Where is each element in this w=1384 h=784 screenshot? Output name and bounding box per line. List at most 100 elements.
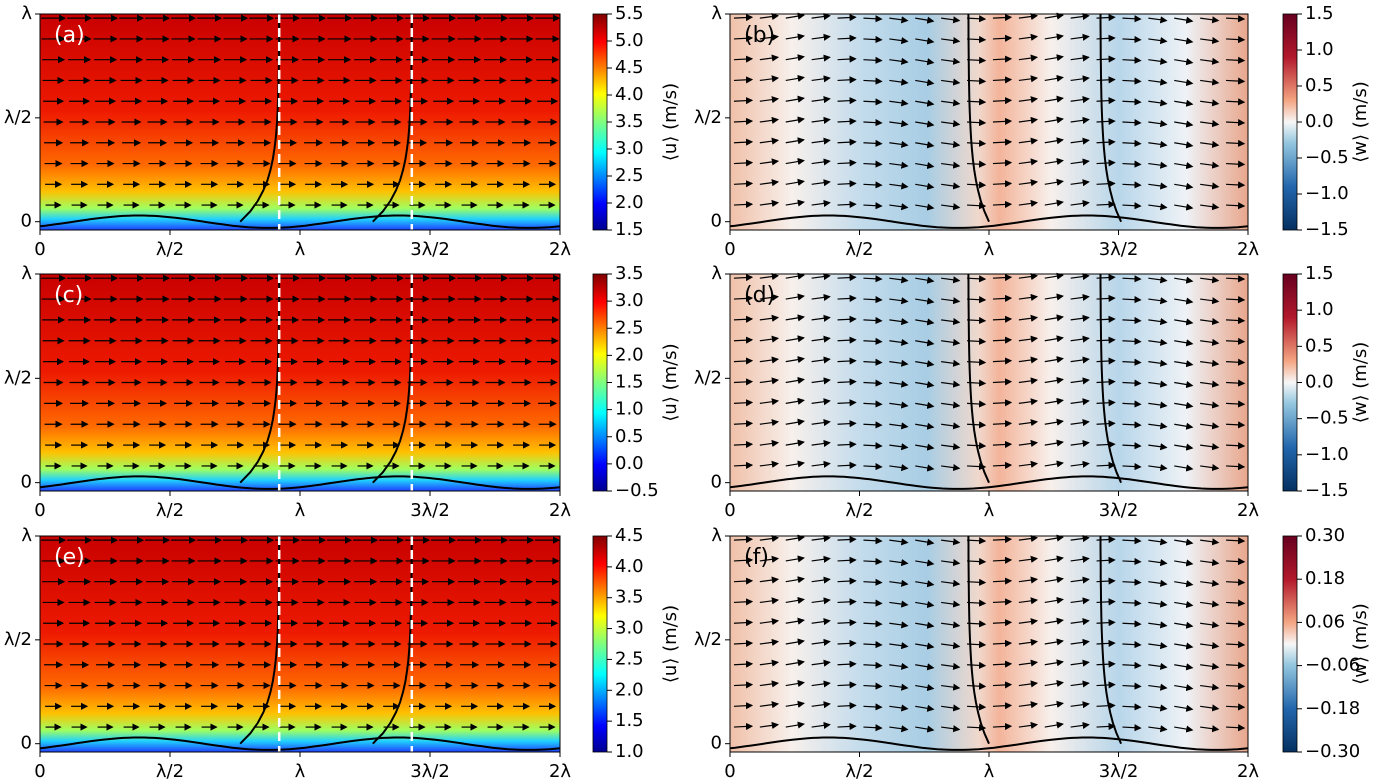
arrow (811, 460, 831, 468)
arrow (941, 99, 961, 107)
arrow (941, 36, 961, 45)
colorbar-tick-label: 4.5 (615, 525, 644, 546)
arrow (1018, 659, 1039, 667)
arrow (1044, 638, 1064, 646)
arrow (1226, 139, 1246, 147)
colorbar (1282, 273, 1298, 492)
arrow (733, 336, 754, 344)
arrow (863, 296, 883, 304)
arrow (1122, 56, 1142, 64)
arrow (1122, 620, 1142, 628)
arrow (992, 681, 1013, 689)
arrow (863, 139, 883, 147)
arrow (967, 316, 987, 325)
arrow (759, 721, 780, 730)
arrow (1122, 337, 1142, 345)
arrow (1226, 181, 1246, 189)
arrow (941, 600, 961, 608)
arrow (1148, 464, 1168, 472)
arrow (1174, 318, 1194, 326)
arrow (889, 276, 909, 284)
arrow (811, 158, 831, 166)
arrow (1096, 138, 1116, 146)
arrow (1044, 272, 1064, 280)
arrow (837, 556, 857, 564)
arrow (1122, 296, 1142, 304)
arrow (889, 57, 909, 65)
arrow (785, 74, 805, 82)
wavy-surface (729, 475, 1249, 490)
arrow (811, 576, 831, 584)
arrow (811, 638, 831, 646)
arrow (733, 619, 754, 627)
y-tick-label: λ (21, 525, 32, 546)
arrow (915, 276, 935, 284)
arrow (1226, 557, 1246, 566)
arrow (967, 421, 987, 429)
arrow (889, 140, 909, 148)
arrow (915, 600, 935, 609)
arrow (811, 75, 831, 83)
arrow (1174, 422, 1194, 430)
arrow (1070, 137, 1090, 145)
arrow (992, 117, 1013, 125)
arrow (1070, 638, 1090, 646)
x-tick-label: 3λ/2 (1099, 239, 1139, 260)
arrow (1044, 721, 1064, 729)
arrow (1018, 54, 1039, 62)
arrow (889, 203, 909, 211)
arrow (811, 680, 831, 688)
arrow (1122, 77, 1142, 85)
arrow (1070, 534, 1090, 543)
arrow (1148, 203, 1168, 211)
arrow (941, 276, 961, 284)
arrow (889, 464, 909, 472)
arrow (889, 558, 909, 567)
arrow (785, 178, 805, 186)
arrow (1096, 117, 1116, 125)
arrow (1044, 137, 1064, 145)
y-tick-label: 0 (21, 472, 32, 493)
arrow (941, 203, 961, 211)
arrow (759, 272, 780, 281)
arrow (915, 339, 935, 347)
arrow (1122, 641, 1142, 649)
arrow (1018, 272, 1039, 281)
arrow (785, 397, 805, 405)
colorbar-tick-label: 2.5 (615, 317, 644, 338)
arrow (889, 725, 909, 733)
arrow (811, 534, 831, 543)
arrow (1018, 460, 1039, 468)
arrow (1148, 600, 1168, 608)
arrow (1018, 179, 1039, 187)
arrow (941, 464, 961, 472)
arrow (837, 722, 857, 731)
y-tick-label: 0 (711, 733, 722, 754)
arrow (1018, 137, 1039, 145)
arrow (863, 98, 883, 106)
arrow (941, 140, 961, 148)
arrow (1096, 76, 1116, 84)
arrow (759, 199, 780, 208)
arrow (1148, 297, 1168, 305)
velocity-profile (1099, 14, 1123, 223)
arrow (941, 538, 961, 546)
arrow (941, 120, 961, 128)
arrow (1096, 200, 1116, 209)
arrow (1070, 618, 1090, 626)
arrow (1200, 642, 1220, 650)
arrow (837, 702, 857, 710)
arrow (1148, 443, 1168, 451)
panel-label: (c) (54, 283, 83, 308)
x-tick-label: 2λ (1237, 500, 1259, 521)
arrow (1148, 16, 1168, 24)
arrow (837, 315, 857, 323)
arrow (785, 418, 805, 426)
arrow (1200, 78, 1220, 86)
arrow (1148, 359, 1168, 367)
arrow (1122, 139, 1142, 147)
colorbar-label: ⟨u⟩ (m/s) (660, 605, 681, 683)
arrow (1226, 119, 1246, 127)
x-tick-label: λ (295, 761, 306, 782)
x-tick-label: λ (295, 239, 306, 260)
